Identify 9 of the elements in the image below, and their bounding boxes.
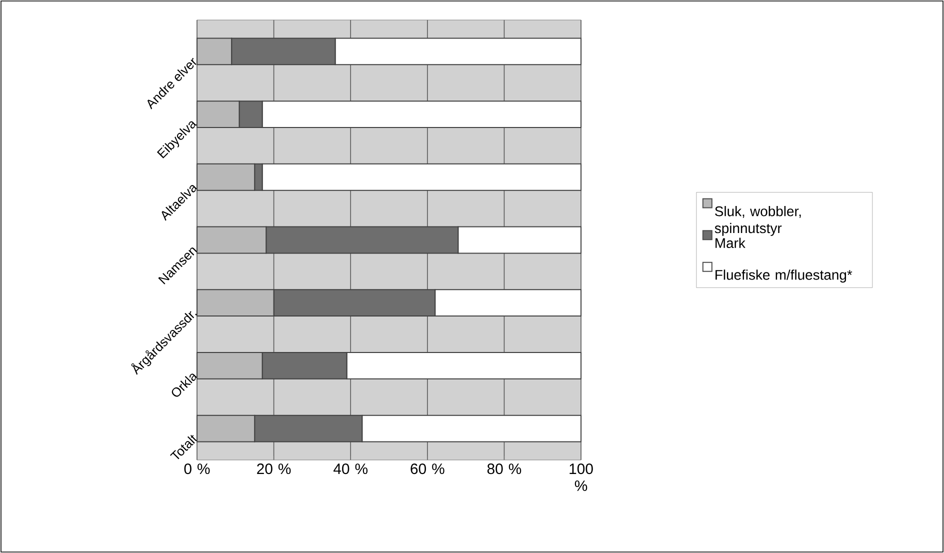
x-tick-label: 20 % [257, 464, 291, 474]
x-tick-label: 40 % [334, 464, 368, 474]
x-tick-label: 80 % [487, 464, 522, 474]
legend-label: Sluk, wobbler, spinnutstyr [714, 206, 801, 236]
legend-label: Mark [716, 238, 746, 248]
x-tick-label: 0 % [184, 464, 210, 474]
x-tick-label: 100 % [570, 464, 593, 491]
x-tick-label: 60 % [410, 464, 444, 474]
legend-label: Fluefiske m/fluestang* [716, 270, 852, 283]
